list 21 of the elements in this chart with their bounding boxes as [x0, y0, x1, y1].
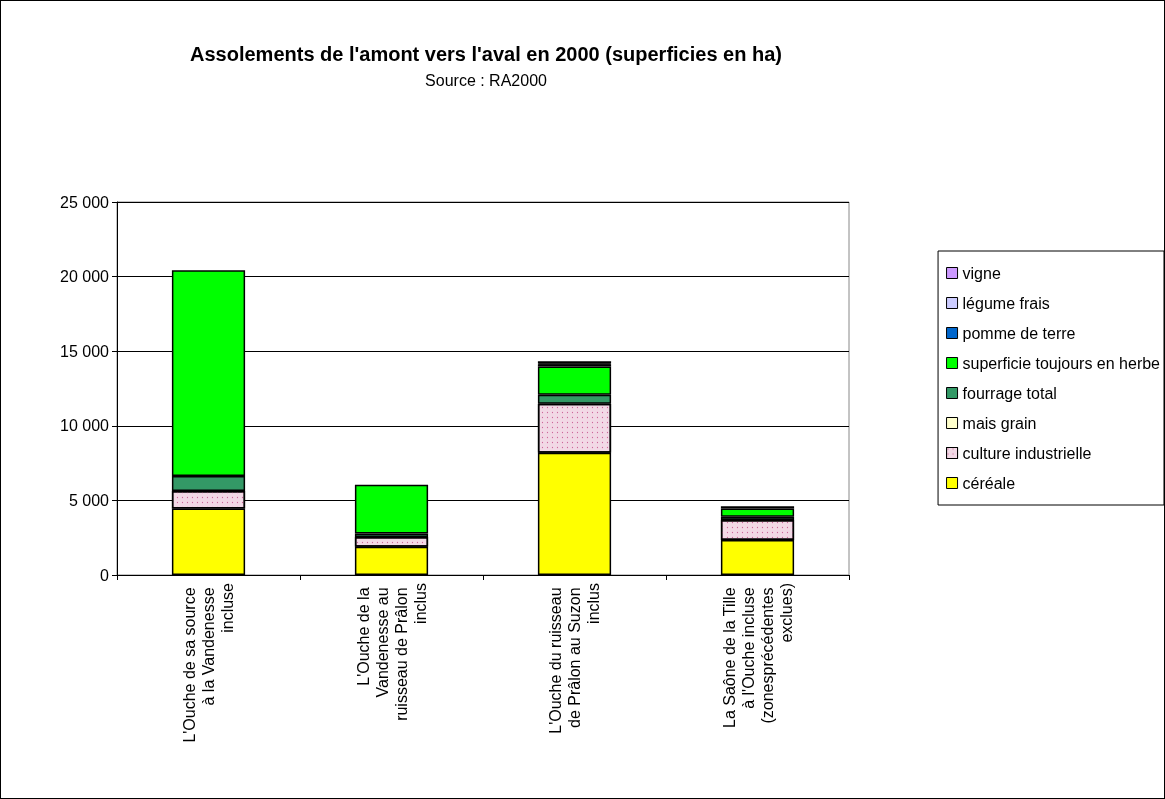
legend-label: superficie toujours en herbe [962, 354, 1161, 372]
y-tick-label: 5 000 [68, 491, 110, 509]
legend-label: mais grain [962, 414, 1037, 432]
y-tick-label: 20 000 [60, 268, 110, 286]
legend-label: légume frais [962, 294, 1050, 312]
x-tick-label: L'Ouche de la Vandenesse au ruisseau de Prâlon inclus [354, 583, 429, 721]
x-tick-label: L'Ouche du ruisseau de Prâlon au Suzon inclus [547, 583, 602, 734]
x-tick-label: La Saône de la Tille à l'Ouche incluse (zonesprécédentes exclues) [720, 583, 795, 728]
chart-subtitle: Source : RA2000 [425, 71, 548, 89]
bar [720, 508, 795, 517]
legend-label: culture industrielle [962, 444, 1092, 462]
legend-label: pomme de terre [962, 324, 1076, 342]
legend-label: céréale [962, 474, 1016, 492]
y-tick-label: 25 000 [60, 193, 110, 211]
x-tick-label: L'Ouche de sa source à la Vandenesse incluse [181, 582, 236, 743]
chart-title: Assolements de l'amont vers l'aval en 2000 (superficies en ha) [190, 43, 782, 65]
legend-label: vigne [962, 264, 1001, 282]
y-tick-label: 0 [100, 566, 110, 584]
y-tick-label: 10 000 [60, 417, 110, 435]
y-tick-label: 15 000 [60, 342, 110, 360]
legend-label: fourrage total [962, 384, 1057, 402]
